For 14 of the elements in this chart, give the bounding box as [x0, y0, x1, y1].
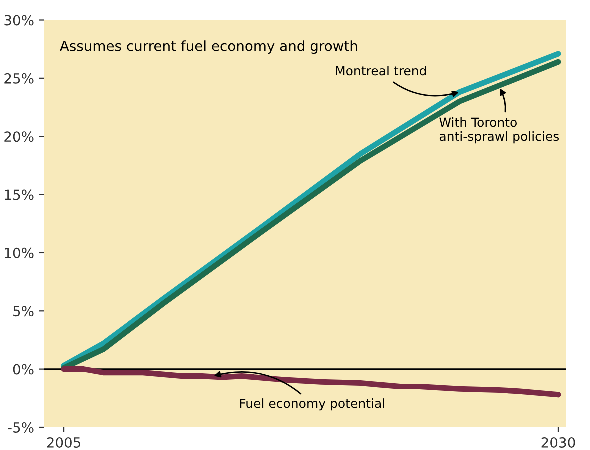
- y-tick-label: 5%: [14, 306, 34, 317]
- y-tick-label: 15%: [5, 190, 34, 200]
- annotation: Assumes current fuel economy and growth: [60, 40, 358, 54]
- y-tick-label: 10%: [5, 248, 34, 258]
- x-tick-label: 2030: [542, 437, 576, 448]
- series-label: With Toronto anti-sprawl policies: [440, 118, 560, 144]
- y-tick-label: -5%: [8, 422, 34, 433]
- y-tick-label: 0%: [13, 364, 34, 375]
- y-tick-label: 25%: [4, 73, 34, 84]
- y-tick-label: 30%: [4, 15, 34, 26]
- y-tick-label: 20%: [4, 132, 34, 142]
- x-tick-label: 2005: [47, 437, 80, 448]
- text: Montreal trend: [336, 66, 426, 76]
- series-label: Fuel economy potential: [240, 398, 384, 411]
